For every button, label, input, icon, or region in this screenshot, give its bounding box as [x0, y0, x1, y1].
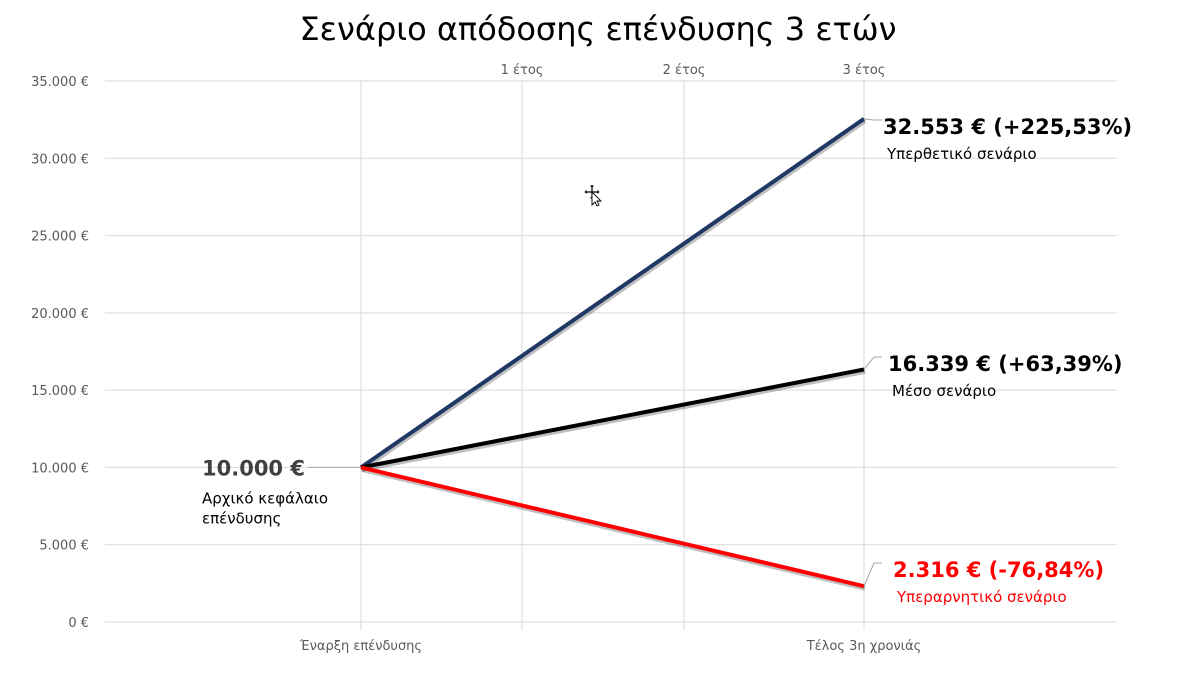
y-tick-label: 25.000 € — [31, 230, 89, 245]
scenario-label: Υπερθετικό σενάριο — [886, 145, 1037, 163]
x-axis: 1 έτος 2 έτος 3 έτος Έναρξη επένδυσης Τέλος … — [299, 63, 921, 654]
start-caption: επένδυσης — [202, 509, 281, 527]
x-tick-label: Έναρξη επένδυσης — [299, 639, 422, 654]
series-lines — [359, 117, 867, 591]
series-line — [359, 117, 866, 470]
y-tick-label: 30.000 € — [31, 152, 89, 167]
top-label: 1 έτος — [501, 63, 544, 78]
y-tick-label: 20.000 € — [31, 307, 89, 322]
top-label: 3 έτος — [843, 63, 886, 78]
y-tick-label: 0 € — [68, 616, 89, 631]
leader-line — [863, 356, 882, 370]
value-label: 16.339 € (+63,39%) — [888, 352, 1123, 376]
series-line — [360, 465, 865, 589]
series-line — [360, 367, 865, 470]
series-line-shadow — [360, 118, 867, 472]
leader-line — [863, 562, 882, 587]
scenario-label: Υπεραρνητικό σενάριο — [896, 588, 1067, 606]
value-label: 2.316 € (-76,84%) — [893, 558, 1104, 582]
start-value-label: 10.000 € — [202, 456, 305, 480]
move-cursor-icon — [583, 183, 603, 207]
y-tick-label: 35.000 € — [31, 75, 89, 90]
value-label: 32.553 € (+225,53%) — [883, 115, 1132, 139]
start-caption: Αρχικό κεφάλαιο — [202, 489, 328, 507]
x-tick-label: Τέλος 3η χρονιάς — [806, 639, 922, 654]
y-tick-label: 15.000 € — [31, 384, 89, 399]
series-line-shadow — [361, 368, 866, 472]
y-tick-label: 10.000 € — [31, 461, 89, 476]
leader-line — [863, 118, 882, 121]
scenario-label: Μέσο σενάριο — [892, 382, 996, 400]
top-label: 2 έτος — [663, 63, 706, 78]
chart-title: Σενάριο απόδοσης επένδυσης 3 ετών — [299, 10, 896, 48]
gridlines — [105, 80, 1117, 630]
y-axis: 0 € 5.000 € 10.000 € 15.000 € 20.000 € 25.000… — [31, 75, 89, 631]
y-tick-label: 5.000 € — [39, 539, 89, 554]
data-labels: 32.553 € (+225,53%) Υπερθετικό σενάριο 16.… — [202, 115, 1132, 606]
